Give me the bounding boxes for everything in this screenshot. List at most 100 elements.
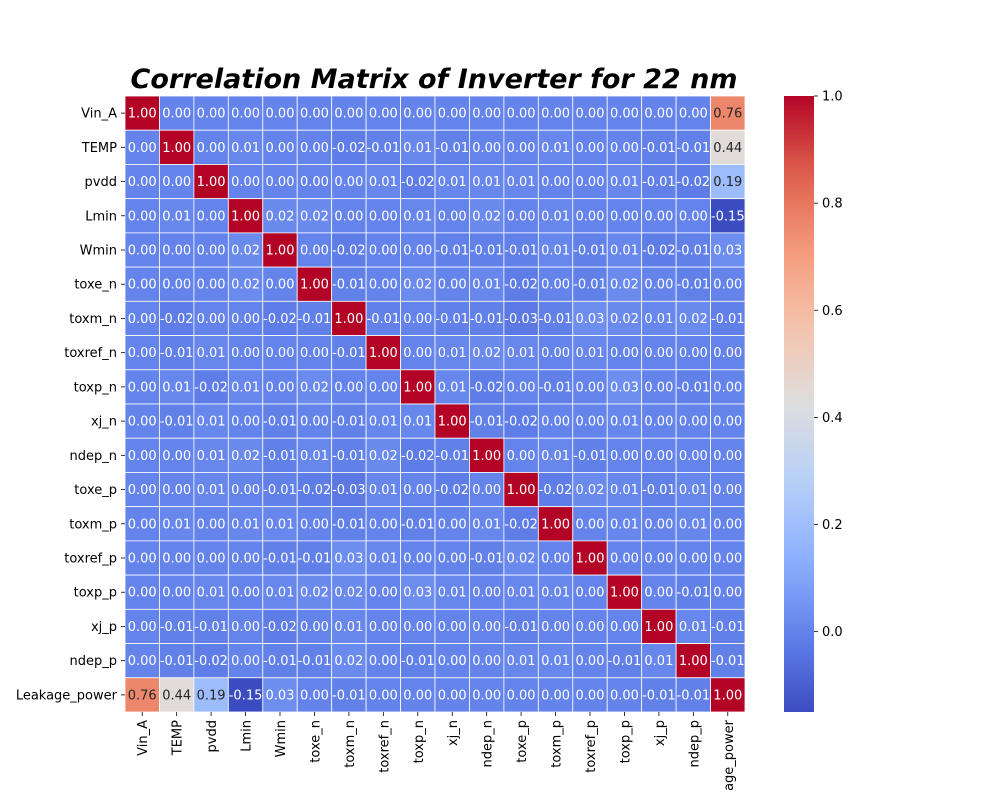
- cell-value-label: 0.00: [162, 244, 191, 259]
- cell-value-label: 0.01: [541, 586, 570, 601]
- cell-value-label: 0.00: [610, 346, 639, 361]
- cell-value-label: 0.02: [231, 449, 260, 464]
- cell-value-label: 0.00: [128, 449, 157, 464]
- heatmap-cell: [400, 164, 436, 200]
- cell-value-label: -0.01: [539, 312, 573, 327]
- heatmap-cell: [193, 129, 229, 165]
- cell-value-label: -0.01: [367, 312, 401, 327]
- heatmap-cell: [606, 300, 643, 336]
- heatmap-cell: [503, 472, 539, 508]
- heatmap-cell: [296, 95, 333, 131]
- cell-value-label: 0.00: [438, 517, 467, 532]
- cell-value-label: 0.00: [438, 107, 467, 122]
- cell-value-label: 0.00: [507, 688, 536, 703]
- cell-value-label: 0.00: [576, 517, 605, 532]
- cell-value-label: 1.00: [403, 380, 432, 395]
- heatmap-cell: [572, 403, 608, 439]
- heatmap-cell: [469, 506, 505, 542]
- heatmap-cell: [365, 266, 401, 302]
- cell-value-label: 0.01: [334, 620, 363, 635]
- cell-value-label: 1.00: [644, 620, 673, 635]
- cell-value-label: -0.03: [332, 483, 366, 498]
- cell-value-label: 0.00: [610, 552, 639, 567]
- cell-value-label: 0.00: [197, 209, 226, 224]
- heatmap-cell: [503, 232, 539, 268]
- cell-value-label: 0.00: [576, 620, 605, 635]
- heatmap-cell: [262, 369, 298, 405]
- cell-value-label: 0.00: [403, 107, 432, 122]
- heatmap-cell: [641, 540, 677, 576]
- cell-value-label: 0.00: [541, 688, 570, 703]
- cell-value-label: 0.02: [369, 449, 398, 464]
- cell-value-label: -0.02: [677, 175, 711, 190]
- heatmap-cell: [331, 574, 367, 610]
- chart-title: Correlation Matrix of Inverter for 22 nm: [131, 64, 738, 95]
- heatmap-cell: [159, 198, 195, 234]
- heatmap-cell: [365, 95, 401, 131]
- cell-value-label: 0.01: [403, 415, 432, 430]
- heatmap-cell: [365, 574, 401, 610]
- x-tick-label: Wmin: [274, 720, 289, 757]
- cell-value-label: 0.00: [472, 107, 501, 122]
- heatmap-cell: [606, 437, 643, 473]
- heatmap-cell: [227, 574, 264, 610]
- cell-value-label: 0.01: [369, 175, 398, 190]
- cell-value-label: -0.01: [298, 312, 332, 327]
- cell-value-label: 0.00: [266, 346, 295, 361]
- heatmap-cell: [469, 164, 505, 200]
- cell-value-label: -0.02: [504, 517, 538, 532]
- cell-value-label: -0.02: [401, 175, 435, 190]
- cell-value-label: 0.00: [369, 688, 398, 703]
- cell-value-label: 0.00: [713, 380, 742, 395]
- heatmap-cells: 1.00 0.00 0.00 0.00 0.00 0.00 0.00 0.00 0.00 0.00…: [124, 95, 746, 713]
- cell-value-label: 0.00: [644, 586, 673, 601]
- heatmap-cell: [641, 403, 677, 439]
- cell-value-label: -0.01: [263, 483, 297, 498]
- cell-value-label: 0.01: [231, 141, 260, 156]
- cell-value-label: 0.00: [713, 346, 742, 361]
- heatmap-cell: [503, 677, 539, 713]
- heatmap-cell: [296, 643, 333, 679]
- heatmap-cell: [503, 300, 539, 336]
- cell-value-label: 0.00: [438, 209, 467, 224]
- cell-value-label: -0.01: [367, 141, 401, 156]
- heatmap-cell: [469, 232, 505, 268]
- x-tick-label: toxp_p: [618, 720, 633, 763]
- cell-value-label: 0.00: [644, 449, 673, 464]
- cell-value-label: 0.03: [576, 312, 605, 327]
- heatmap-cell: [434, 198, 470, 234]
- cell-value-label: 1.00: [162, 141, 191, 156]
- cell-value-label: 0.00: [403, 312, 432, 327]
- cell-value-label: 0.00: [334, 380, 363, 395]
- cell-value-label: -0.01: [642, 141, 676, 156]
- heatmap-cell: [606, 198, 643, 234]
- cell-value-label: -0.01: [677, 688, 711, 703]
- heatmap-cell: [675, 232, 711, 268]
- cell-value-label: -0.01: [504, 244, 538, 259]
- cell-value-label: 0.01: [438, 380, 467, 395]
- cell-value-label: -0.03: [504, 312, 538, 327]
- heatmap-cell: [400, 677, 436, 713]
- cell-value-label: 0.00: [369, 620, 398, 635]
- cell-value-label: 0.02: [334, 586, 363, 601]
- cell-value-label: 1.00: [369, 346, 398, 361]
- heatmap-cell: [710, 506, 746, 542]
- cell-value-label: 0.00: [507, 380, 536, 395]
- cell-value-label: 0.00: [713, 415, 742, 430]
- cell-value-label: 0.00: [679, 449, 708, 464]
- cell-value-label: 0.00: [679, 552, 708, 567]
- heatmap-cell: [262, 540, 298, 576]
- cell-value-label: 0.00: [128, 278, 157, 293]
- heatmap-cell: [227, 300, 264, 336]
- cell-value-label: 0.00: [369, 209, 398, 224]
- cell-value-label: 0.00: [438, 552, 467, 567]
- heatmap-cell: [675, 95, 711, 131]
- colorbar-tick-label: 0.2: [822, 518, 843, 533]
- cell-value-label: -0.01: [298, 552, 332, 567]
- x-tick-label: age_power: [722, 719, 737, 791]
- heatmap-cell: [159, 95, 195, 131]
- cell-value-label: -0.02: [194, 654, 228, 669]
- cell-value-label: -0.01: [470, 244, 504, 259]
- x-tick-label: Lmin: [240, 720, 255, 752]
- heatmap-cell: [572, 506, 608, 542]
